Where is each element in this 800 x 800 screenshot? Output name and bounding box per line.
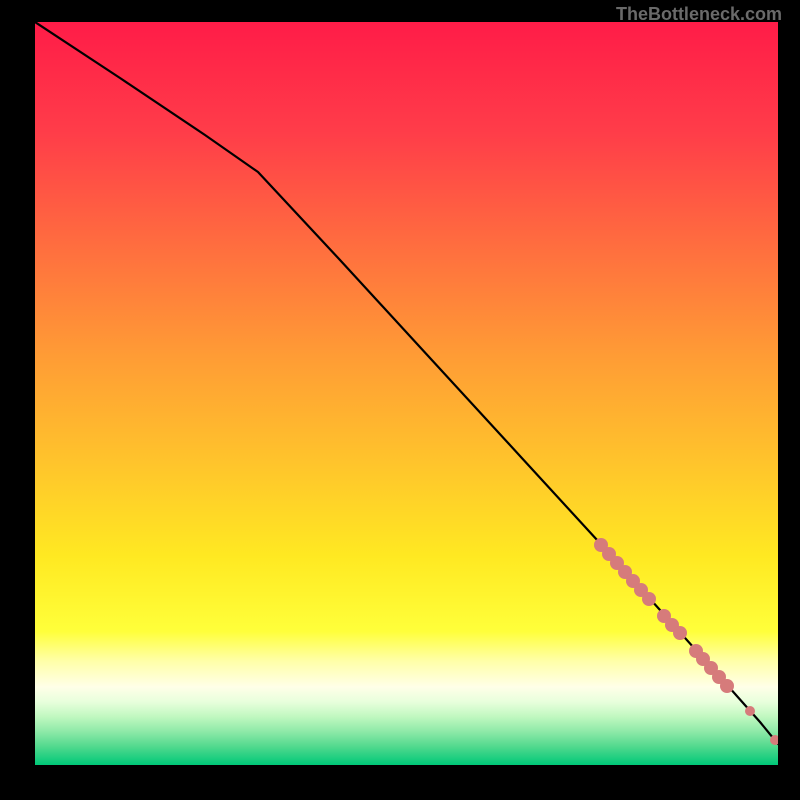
curve-line [35,22,778,744]
chart-svg-overlay [35,22,778,765]
data-marker [745,706,755,716]
marker-group [594,538,778,745]
data-marker [642,592,656,606]
data-marker [720,679,734,693]
watermark-text: TheBottleneck.com [616,4,782,25]
data-marker [673,626,687,640]
chart-plot-area [35,22,778,765]
